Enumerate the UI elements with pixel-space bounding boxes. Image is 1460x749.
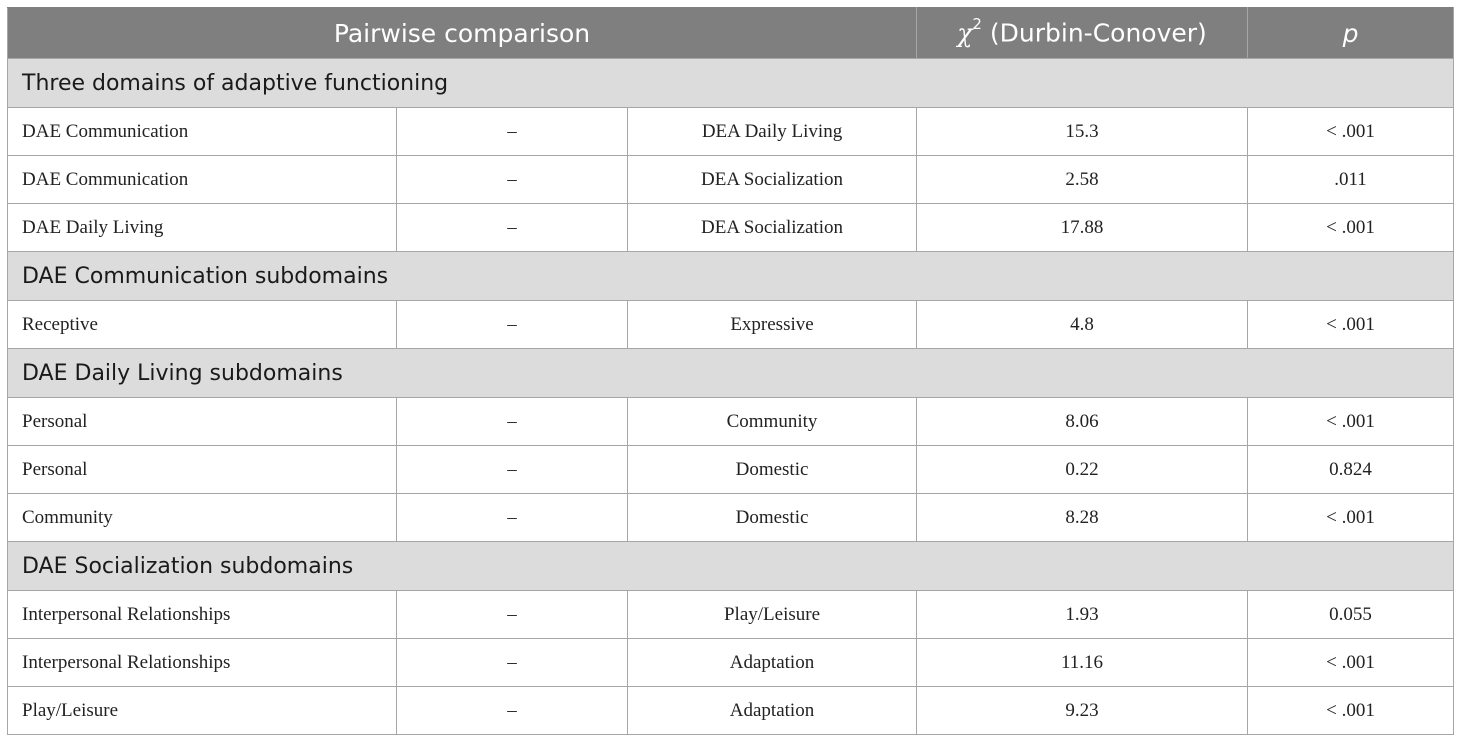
chi-label: (Durbin-Conover) — [981, 18, 1207, 48]
cell-chi-value: 1.93 — [916, 590, 1249, 639]
section-row: DAE Communication subdomains — [6, 251, 1455, 301]
table-row: DAE Daily Living – DEA Socialization 17.… — [7, 203, 1455, 252]
cell-first-measure: DAE Daily Living — [7, 203, 397, 252]
cell-dash: – — [396, 590, 628, 639]
cell-second-measure: Play/Leisure — [626, 590, 918, 639]
cell-second-measure: Domestic — [626, 493, 918, 542]
cell-p-value: < .001 — [1247, 686, 1455, 735]
p-label: p — [1342, 18, 1359, 48]
header-p-value: p — [1247, 7, 1455, 59]
header-chi-square: χ2 (Durbin-Conover) — [916, 7, 1249, 59]
cell-chi-value: 8.06 — [916, 397, 1249, 446]
table-row: DAE Communication – DEA Daily Living 15.… — [7, 107, 1455, 156]
section-row: DAE Socialization subdomains — [6, 541, 1455, 591]
cell-first-measure: Personal — [7, 397, 397, 446]
cell-second-measure: Expressive — [626, 300, 918, 349]
section-row: DAE Daily Living subdomains — [6, 348, 1455, 398]
cell-first-measure: DAE Communication — [7, 155, 397, 204]
cell-second-measure: Community — [626, 397, 918, 446]
cell-p-value: < .001 — [1247, 203, 1455, 252]
cell-p-value: < .001 — [1247, 493, 1455, 542]
cell-chi-value: 15.3 — [916, 107, 1249, 156]
cell-chi-value: 9.23 — [916, 686, 1249, 735]
table-row: Interpersonal Relationships – Play/Leisu… — [7, 590, 1455, 639]
cell-first-measure: Play/Leisure — [7, 686, 397, 735]
cell-dash: – — [396, 107, 628, 156]
cell-p-value: < .001 — [1247, 638, 1455, 687]
section-title: DAE Socialization subdomains — [6, 541, 1455, 591]
section-title: DAE Daily Living subdomains — [6, 348, 1455, 398]
cell-second-measure: DEA Daily Living — [626, 107, 918, 156]
cell-chi-value: 11.16 — [916, 638, 1249, 687]
cell-first-measure: Interpersonal Relationships — [7, 590, 397, 639]
table-row: Community – Domestic 8.28 < .001 — [7, 493, 1455, 542]
cell-second-measure: Domestic — [626, 445, 918, 494]
header-pairwise-comparison: Pairwise comparison — [6, 7, 918, 59]
table-row: Play/Leisure – Adaptation 9.23 < .001 — [7, 686, 1455, 735]
cell-first-measure: Personal — [7, 445, 397, 494]
header-row: Pairwise comparison χ2 (Durbin-Conover) … — [6, 7, 1455, 59]
cell-chi-value: 17.88 — [916, 203, 1249, 252]
cell-dash: – — [396, 203, 628, 252]
cell-dash: – — [396, 445, 628, 494]
cell-second-measure: Adaptation — [626, 638, 918, 687]
chi-superscript: 2 — [972, 15, 982, 34]
cell-first-measure: DAE Communication — [7, 107, 397, 156]
cell-p-value: < .001 — [1247, 397, 1455, 446]
table-row: DAE Communication – DEA Socialization 2.… — [7, 155, 1455, 204]
comparison-table-container: Pairwise comparison χ2 (Durbin-Conover) … — [6, 7, 1455, 735]
table-body: Three domains of adaptive functioning DA… — [6, 58, 1455, 735]
cell-second-measure: DEA Socialization — [626, 155, 918, 204]
cell-dash: – — [396, 155, 628, 204]
cell-dash: – — [396, 300, 628, 349]
cell-second-measure: Adaptation — [626, 686, 918, 735]
table-row: Interpersonal Relationships – Adaptation… — [7, 638, 1455, 687]
table-row: Receptive – Expressive 4.8 < .001 — [7, 300, 1455, 349]
table-header: Pairwise comparison χ2 (Durbin-Conover) … — [6, 7, 1455, 59]
cell-chi-value: 4.8 — [916, 300, 1249, 349]
cell-second-measure: DEA Socialization — [626, 203, 918, 252]
cell-dash: – — [396, 638, 628, 687]
cell-dash: – — [396, 397, 628, 446]
cell-first-measure: Receptive — [7, 300, 397, 349]
section-row: Three domains of adaptive functioning — [6, 58, 1455, 108]
table-row: Personal – Domestic 0.22 0.824 — [7, 445, 1455, 494]
chi-symbol: χ — [957, 18, 973, 48]
table-row: Personal – Community 8.06 < .001 — [7, 397, 1455, 446]
cell-first-measure: Community — [7, 493, 397, 542]
cell-dash: – — [396, 686, 628, 735]
cell-first-measure: Interpersonal Relationships — [7, 638, 397, 687]
pairwise-comparison-table: Pairwise comparison χ2 (Durbin-Conover) … — [6, 7, 1455, 735]
cell-chi-value: 8.28 — [916, 493, 1249, 542]
cell-chi-value: 0.22 — [916, 445, 1249, 494]
cell-dash: – — [396, 493, 628, 542]
section-title: Three domains of adaptive functioning — [6, 58, 1455, 108]
cell-p-value: 0.824 — [1247, 445, 1455, 494]
cell-p-value: .011 — [1247, 155, 1455, 204]
cell-chi-value: 2.58 — [916, 155, 1249, 204]
cell-p-value: < .001 — [1247, 300, 1455, 349]
cell-p-value: < .001 — [1247, 107, 1455, 156]
section-title: DAE Communication subdomains — [6, 251, 1455, 301]
cell-p-value: 0.055 — [1247, 590, 1455, 639]
